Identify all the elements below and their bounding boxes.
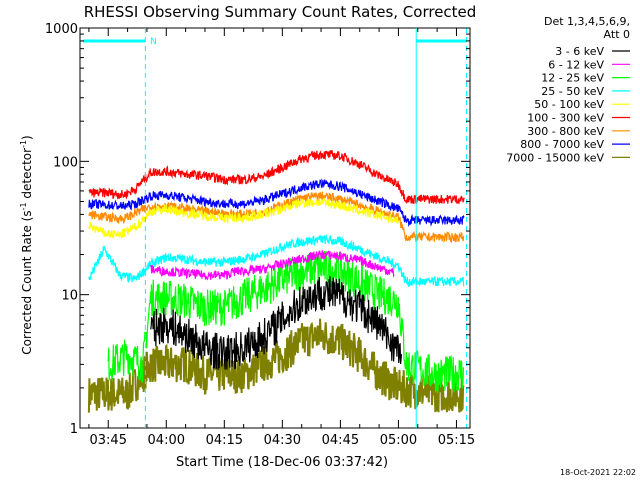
series-line [107, 250, 464, 394]
series-line [150, 276, 403, 370]
y-tick-label: 100 [53, 155, 78, 170]
series-line [150, 250, 395, 281]
series-line [88, 178, 465, 228]
x-tick-label: 05:00 [380, 433, 417, 448]
legend-header-line1: Det 1,3,4,5,6,9, [544, 15, 630, 28]
chart-title: RHESSI Observing Summary Count Rates, Co… [84, 3, 477, 21]
series-line [88, 191, 465, 244]
y-axis-label: Corrected Count Rate (s-1 detector-1) [19, 135, 34, 354]
series-line [88, 233, 465, 288]
x-tick-label: 03:45 [90, 433, 127, 448]
plot-area [87, 150, 465, 413]
legend-entry-label: 100 - 300 keV [527, 112, 604, 125]
legend-entry-label: 7000 - 15000 keV [506, 151, 604, 164]
x-tick-label: 05:15 [438, 433, 475, 448]
x-tick-label: 04:15 [206, 433, 243, 448]
x-tick-label: 04:30 [264, 433, 301, 448]
x-tick-label: 04:45 [322, 433, 359, 448]
y-tick-label: 1 [70, 422, 78, 437]
axes: N 03:45 04:00 04:15 04:30 04:45 05:00 05:15 1 10 1… [45, 22, 475, 448]
legend-entry-label: 300 - 800 keV [527, 125, 604, 138]
legend-header-line2: Att 0 [604, 28, 630, 41]
series-line [88, 197, 399, 239]
series-line [88, 150, 465, 205]
y-tick-label: 10 [61, 289, 78, 304]
footer-date: 18-Oct-2021 22:02 [560, 468, 636, 477]
legend-entry-label: 800 - 7000 keV [520, 138, 604, 151]
legend-entry-label: 6 - 12 keV [548, 58, 604, 71]
legend-entry-label: 3 - 6 keV [555, 45, 604, 58]
x-axis-label: Start Time (18-Dec-06 03:37:42) [176, 455, 388, 470]
legend-entry-label: 12 - 25 keV [541, 72, 604, 85]
series-line [87, 318, 465, 413]
night-marker-label: N [150, 37, 157, 47]
y-tick-label: 1000 [45, 22, 78, 37]
x-tick-label: 04:00 [148, 433, 185, 448]
plot-frame [79, 27, 471, 429]
legend-entry-label: 25 - 50 keV [541, 85, 604, 98]
legend-entry-label: 50 - 100 keV [534, 98, 604, 111]
